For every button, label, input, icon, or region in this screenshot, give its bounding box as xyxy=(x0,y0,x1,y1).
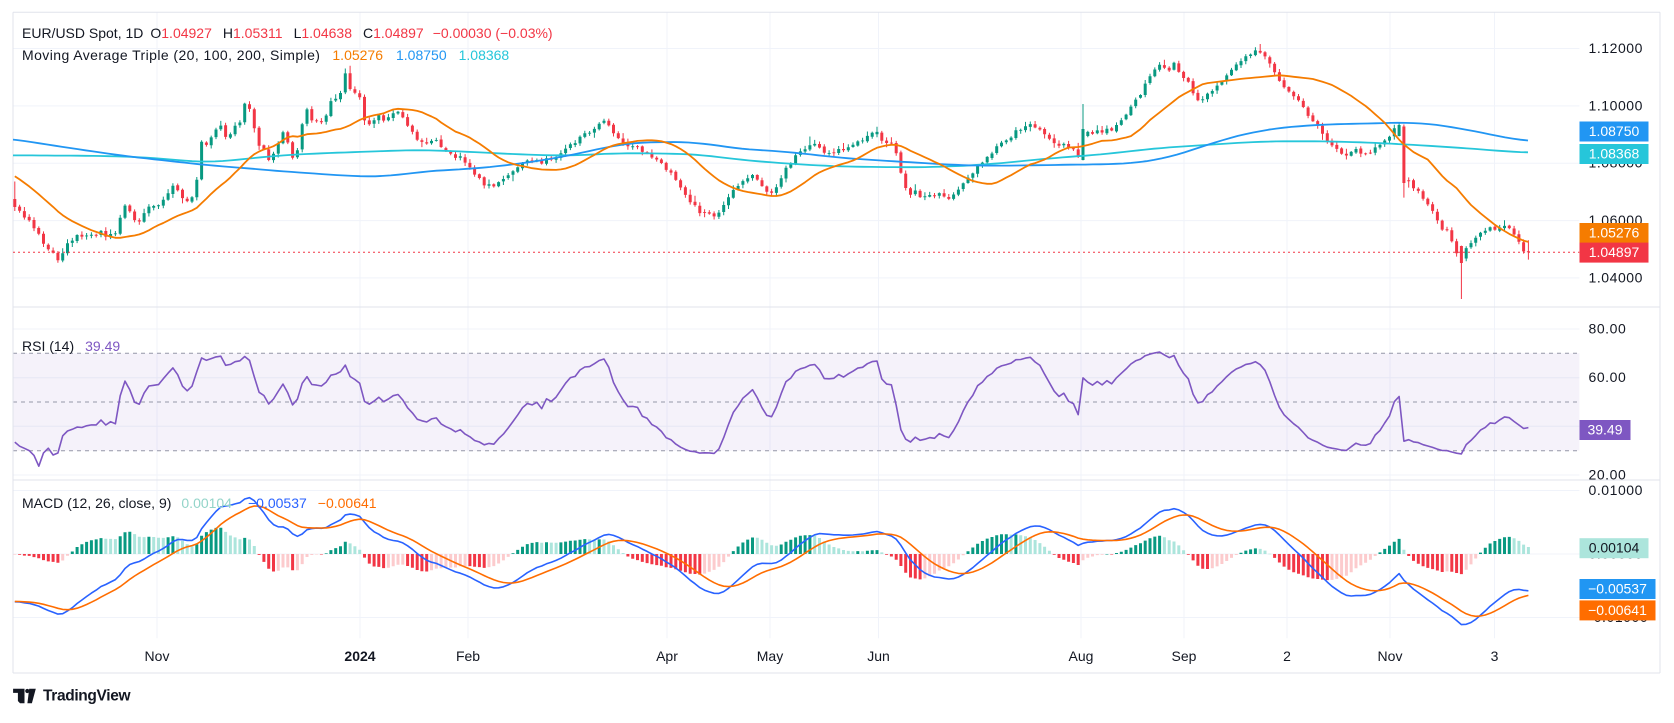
svg-text:Feb: Feb xyxy=(456,648,480,664)
svg-text:1.08368: 1.08368 xyxy=(1589,146,1640,162)
svg-text:May: May xyxy=(757,648,783,664)
svg-text:3: 3 xyxy=(1491,648,1499,664)
svg-text:1.04897: 1.04897 xyxy=(1589,244,1640,260)
svg-text:1.05276: 1.05276 xyxy=(1589,225,1640,241)
svg-text:0.00104: 0.00104 xyxy=(1589,540,1640,556)
svg-text:TradingView: TradingView xyxy=(43,688,131,705)
svg-text:Jun: Jun xyxy=(867,648,890,664)
svg-text:−0.00537: −0.00537 xyxy=(1588,581,1647,597)
svg-text:RSI (14)39.49: RSI (14) 39.49 xyxy=(22,338,120,354)
svg-text:Nov: Nov xyxy=(1378,648,1403,664)
svg-text:MACD (12, 26, close, 9)0.00104: MACD (12, 26, close, 9) 0.00104 −0.00537 −0… xyxy=(22,495,377,511)
svg-text:2024: 2024 xyxy=(344,648,375,664)
svg-text:1.10000: 1.10000 xyxy=(1589,97,1643,113)
svg-text:20.00: 20.00 xyxy=(1589,467,1627,483)
svg-text:80.00: 80.00 xyxy=(1589,321,1627,337)
svg-text:1.04000: 1.04000 xyxy=(1589,269,1643,285)
svg-text:39.49: 39.49 xyxy=(1587,422,1622,438)
svg-text:Moving Average Triple (20, 100: Moving Average Triple (20, 100, 200, Sim… xyxy=(22,47,509,63)
svg-text:Nov: Nov xyxy=(145,648,170,664)
svg-text:60.00: 60.00 xyxy=(1589,369,1627,385)
svg-text:2: 2 xyxy=(1283,648,1291,664)
svg-text:0.01000: 0.01000 xyxy=(1589,482,1643,498)
svg-text:Sep: Sep xyxy=(1172,648,1197,664)
svg-text:−0.00641: −0.00641 xyxy=(1588,602,1647,618)
svg-text:1.08750: 1.08750 xyxy=(1589,123,1640,139)
svg-text:1.12000: 1.12000 xyxy=(1589,40,1643,56)
svg-text:Aug: Aug xyxy=(1069,648,1094,664)
svg-text:Apr: Apr xyxy=(656,648,678,664)
